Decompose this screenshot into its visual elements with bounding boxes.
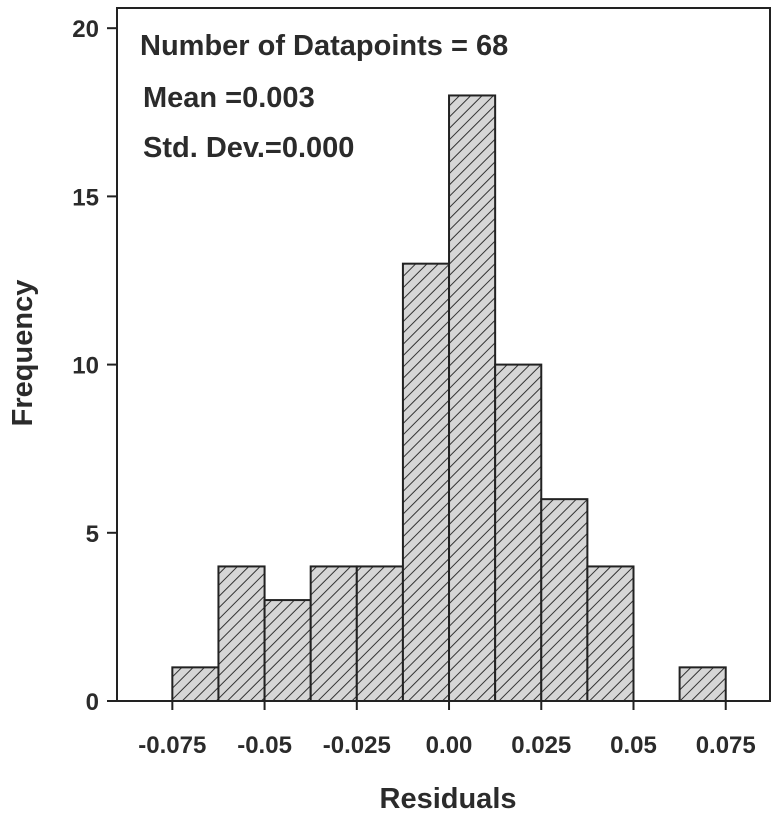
annotation-std-dev: Std. Dev.=0.000	[143, 132, 354, 164]
y-tick-label: 20	[72, 16, 99, 43]
x-tick-label: 0.05	[610, 732, 657, 759]
x-tick-label: 0.025	[511, 732, 571, 759]
histogram-bar	[309, 565, 358, 702]
x-axis-title: Residuals	[380, 783, 517, 815]
x-tick-label: -0.05	[237, 732, 292, 759]
histogram-bar	[401, 262, 451, 702]
histogram-bar	[494, 363, 543, 702]
bars-group	[171, 94, 727, 703]
annotation-mean: Mean =0.003	[143, 82, 315, 114]
x-tick-label: -0.025	[323, 732, 391, 759]
x-tick-label: -0.075	[138, 732, 206, 759]
x-tick-label: 0.00	[426, 732, 473, 759]
y-axis-title: Frequency	[7, 280, 39, 427]
histogram-bar	[586, 565, 635, 702]
histogram-bar	[263, 599, 312, 703]
y-tick-label: 10	[72, 353, 99, 380]
x-tick-label: 0.075	[696, 732, 756, 759]
x-axis: -0.075 -0.05 -0.025 0.00 0.025 0.05 0.075	[138, 701, 756, 759]
histogram-bar	[448, 94, 497, 703]
histogram-bar	[678, 666, 727, 703]
y-axis: 0 5 10 15 20	[72, 16, 117, 716]
histogram-bar	[355, 565, 404, 702]
y-tick-label: 5	[86, 521, 99, 548]
y-tick-label: 15	[72, 184, 99, 211]
y-tick-label: 0	[86, 689, 99, 716]
histogram-bar	[171, 666, 220, 703]
histogram-bar	[540, 498, 589, 702]
annotation-datapoints: Number of Datapoints = 68	[140, 30, 508, 62]
histogram-bar	[217, 565, 266, 702]
plot-frame	[116, 7, 771, 702]
